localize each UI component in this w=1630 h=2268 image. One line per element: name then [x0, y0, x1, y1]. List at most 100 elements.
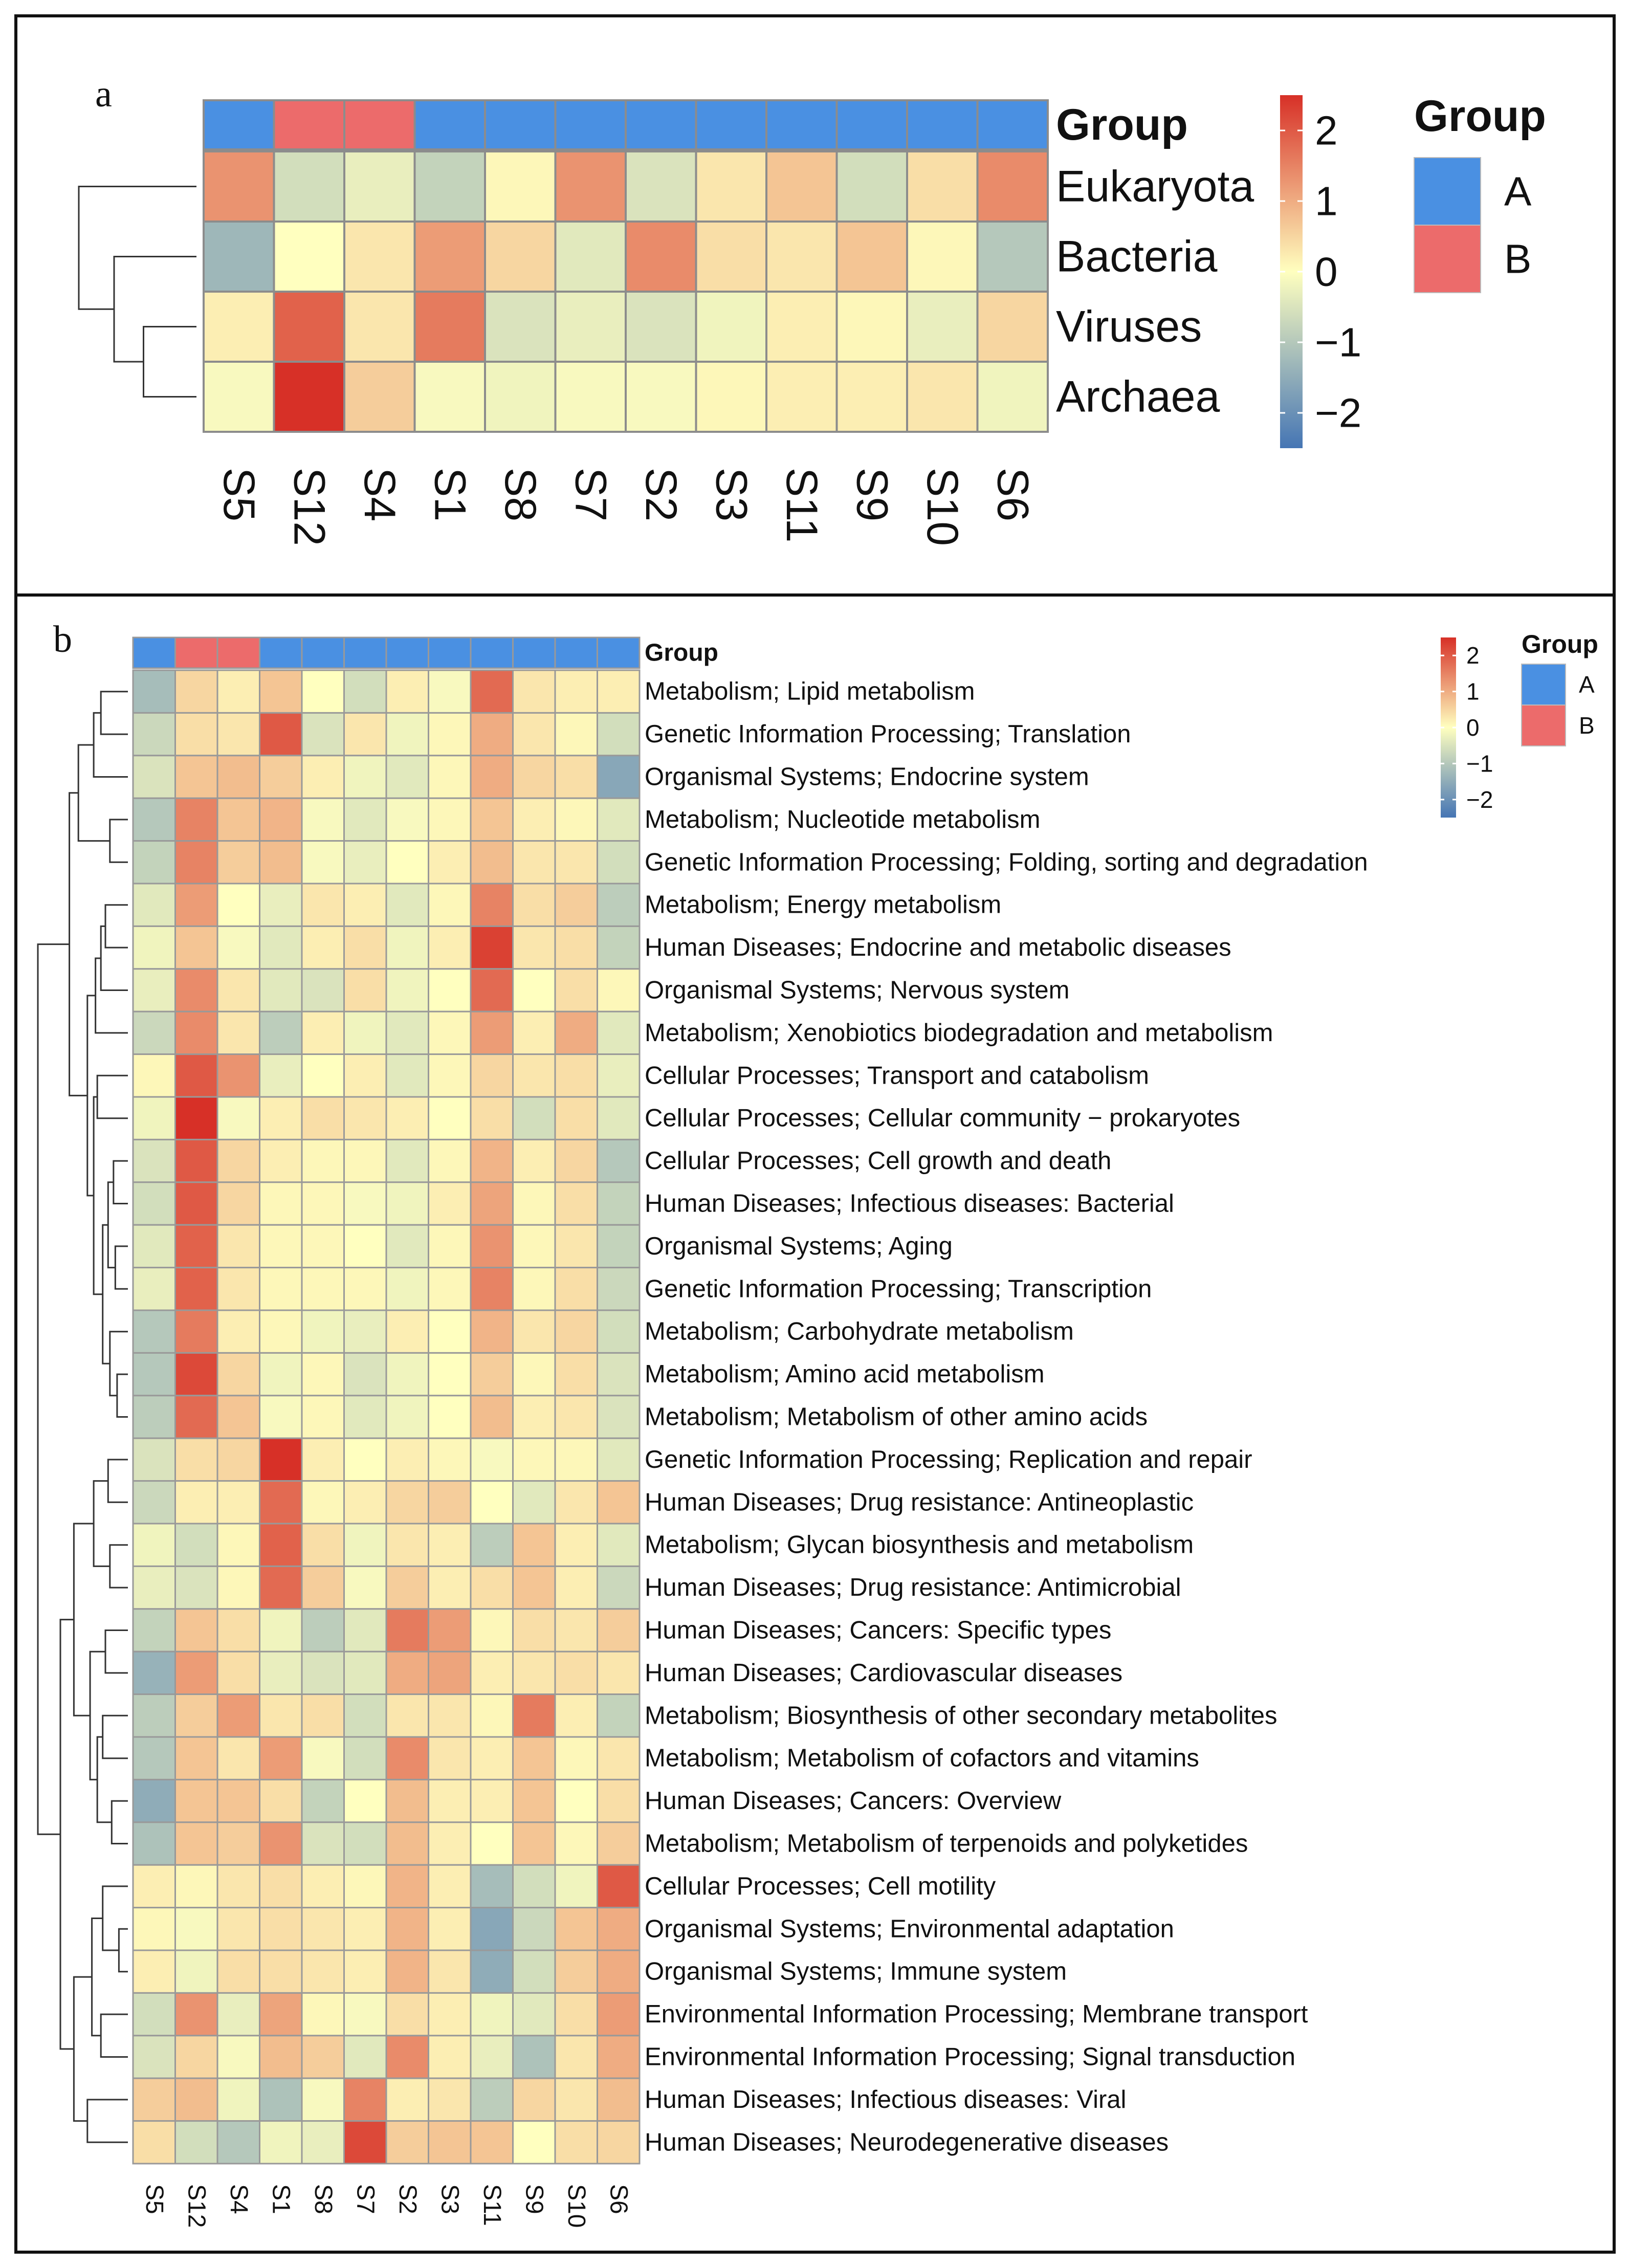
heatmap-cell [597, 1053, 641, 1098]
heatmap-cell [428, 1053, 472, 1098]
heatmap-cell [132, 1181, 176, 1226]
heatmap-cell [470, 1992, 514, 2037]
row-dendrogram [78, 186, 196, 398]
row-label: Metabolism; Metabolism of cofactors and … [645, 1745, 1199, 1772]
heatmap-cell [216, 1480, 260, 1525]
heatmap-cell [597, 1480, 641, 1525]
heatmap-cell [259, 1480, 303, 1525]
dendrogram-branch [96, 1074, 128, 1119]
heatmap-cell [259, 669, 303, 714]
heatmap-cell [470, 1395, 514, 1439]
heatmap-cell [385, 1395, 429, 1439]
heatmap-cell [343, 669, 387, 714]
heatmap-cell [385, 1949, 429, 1994]
heatmap-cell [597, 1138, 641, 1183]
heatmap-cell [554, 1907, 598, 1951]
heatmap-cell [174, 1778, 218, 1823]
heatmap-cell [343, 1778, 387, 1823]
heatmap-cell [597, 1437, 641, 1482]
heatmap-cell [216, 1992, 260, 2037]
row-label: Human Diseases; Cancers: Specific types [645, 1617, 1111, 1644]
heatmap-cell [301, 1181, 345, 1226]
heatmap-cell [385, 883, 429, 927]
heatmap-cell [428, 1864, 472, 1909]
heatmap-cell [385, 1053, 429, 1098]
heatmap-cell [385, 1736, 429, 1780]
heatmap-cell [512, 1096, 556, 1140]
heatmap-cell [597, 1395, 641, 1439]
heatmap-cell [554, 361, 627, 433]
heatmap-cell [470, 797, 514, 842]
dendrogram-branch [69, 792, 87, 1096]
heatmap-cell [428, 1010, 472, 1055]
heatmap-cell [554, 1010, 598, 1055]
heatmap-cell [259, 1523, 303, 1567]
heatmap-cell [470, 712, 514, 757]
heatmap-cell [625, 361, 697, 433]
heatmap-cell [512, 1907, 556, 1951]
heatmap-cell [385, 1650, 429, 1696]
heatmap-cell [273, 291, 345, 363]
heatmap-cell [428, 1224, 472, 1269]
heatmap-cell [554, 968, 598, 1012]
heatmap-cell [216, 1565, 260, 1610]
group-annotation-cell [216, 636, 260, 669]
row-label: Cellular Processes; Cell growth and deat… [645, 1147, 1111, 1175]
heatmap-cell [132, 712, 176, 757]
heatmap-cell [259, 1437, 303, 1482]
heatmap-cell [216, 1138, 260, 1183]
heatmap-cell [301, 1523, 345, 1567]
heatmap-cell [132, 1821, 176, 1866]
heatmap-cell [132, 840, 176, 885]
heatmap-cell [428, 1992, 472, 2037]
heatmap-cell [597, 1949, 641, 1994]
heatmap-cell [216, 2120, 260, 2165]
dendrogram-branch [118, 1928, 128, 1973]
heatmap-cell [259, 883, 303, 927]
row-label: Cellular Processes; Cellular community −… [645, 1105, 1240, 1132]
heatmap-cell [428, 1821, 472, 1866]
heatmap-cell [216, 1352, 260, 1397]
dendrogram-branch [93, 1096, 103, 1295]
column-label: S5 [214, 468, 263, 521]
heatmap-cell [428, 1949, 472, 1994]
heatmap-cell [554, 925, 598, 970]
heatmap-cell [597, 2077, 641, 2122]
heatmap-cell [554, 2035, 598, 2079]
heatmap-cell [132, 1053, 176, 1098]
heatmap-cell [174, 883, 218, 927]
heatmap-cell [554, 1608, 598, 1653]
heatmap-cell [484, 291, 557, 363]
heatmap-cell [554, 1949, 598, 1994]
heatmap-cell [597, 1864, 641, 1909]
heatmap-cell [470, 1224, 514, 1269]
heatmap-cell [132, 1949, 176, 1994]
group-annotation-cell [174, 636, 218, 669]
dendrogram-branch [102, 1885, 128, 1951]
group-annotation-cell [413, 99, 486, 150]
dendrogram-branch [116, 1373, 128, 1418]
heatmap-cell [132, 1010, 176, 1055]
heatmap-cell [597, 883, 641, 927]
heatmap-cell [976, 361, 1049, 433]
heatmap-cell [484, 150, 557, 223]
dendrogram-branch [37, 943, 70, 1835]
heatmap-cell [343, 1010, 387, 1055]
heatmap-cell [343, 840, 387, 885]
dendrogram-branch [109, 1544, 128, 1589]
heatmap-cell [385, 1565, 429, 1610]
heatmap-cell [216, 883, 260, 927]
legend-swatch [1414, 157, 1481, 226]
heatmap-cell [554, 669, 598, 714]
heatmap-cell [428, 712, 472, 757]
row-label: Human Diseases; Endocrine and metabolic … [645, 934, 1231, 961]
heatmap-cell [132, 1395, 176, 1439]
heatmap-cell [597, 1821, 641, 1866]
heatmap-cell [174, 1309, 218, 1354]
heatmap-cell [428, 797, 472, 842]
heatmap-cell [385, 925, 429, 970]
row-label: Metabolism; Biosynthesis of other second… [645, 1702, 1277, 1729]
row-label: Human Diseases; Infectious diseases: Vir… [645, 2086, 1126, 2113]
heatmap-cell [385, 1907, 429, 1951]
heatmap-cell [470, 2035, 514, 2079]
